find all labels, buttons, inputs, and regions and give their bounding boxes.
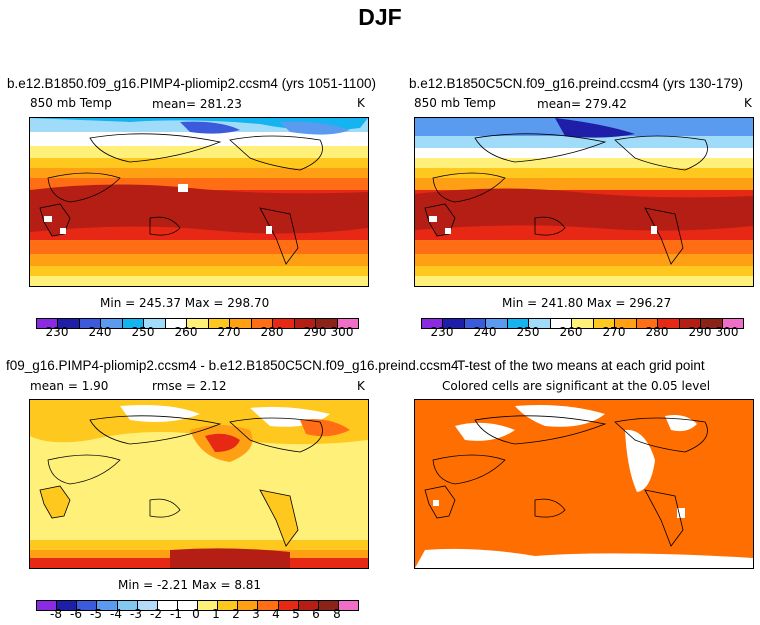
- map-bottom-left: [29, 399, 369, 569]
- panel-title-top-right: b.e12.B1850C5CN.f09_g16.preind.ccsm4 (yr…: [409, 76, 743, 91]
- colorbar-tick: 8: [333, 607, 341, 621]
- colorbar-tick: 6: [312, 607, 320, 621]
- mean-label-top-right: mean= 279.42: [537, 97, 627, 111]
- colorbar-tick: -4: [110, 607, 122, 621]
- variable-label-top-right: 850 mb Temp: [414, 96, 496, 110]
- colorbar-tick: -6: [70, 607, 82, 621]
- colorbar-tick: -3: [130, 607, 142, 621]
- colorbar-tick: 270: [217, 325, 241, 339]
- colorbar-tick: -8: [50, 607, 62, 621]
- panel-title-top-left: b.e12.B1850.f09_g16.PIMP4-pliomip2.ccsm4…: [7, 76, 376, 91]
- colorbar-tick: 5: [292, 607, 300, 621]
- rmse-label-bottom-left: rmse = 2.12: [152, 379, 227, 393]
- colorbar-tick: 3: [252, 607, 260, 621]
- units-label-bottom-left: K: [357, 379, 365, 393]
- colorbar-tick: 1: [212, 607, 220, 621]
- colorbar-tick: 300: [715, 325, 739, 339]
- colorbar-tick: 290: [303, 325, 327, 339]
- panel-subtitle-bottom-right: Colored cells are significant at the 0.0…: [442, 379, 711, 393]
- minmax-label-top-left: Min = 245.37 Max = 298.70: [100, 296, 270, 310]
- colorbar-tick: 280: [645, 325, 669, 339]
- colorbar-tick: -2: [150, 607, 162, 621]
- panel-title-bottom-right: T-test of the two means at each grid poi…: [457, 358, 705, 373]
- difference-field-bottom-left: [30, 400, 368, 568]
- colorbar-tick: 4: [272, 607, 280, 621]
- colorbar-ticks-bottom-left: -8 -6 -5 -4 -3 -2 -1 0 1 2 3 4 5 6 8: [36, 607, 357, 623]
- temperature-field-top-right: [415, 118, 753, 286]
- colorbar-tick: 270: [602, 325, 626, 339]
- variable-label-top-left: 850 mb Temp: [30, 96, 112, 110]
- mean-label-top-left: mean= 281.23: [152, 97, 242, 111]
- map-bottom-right: [414, 399, 754, 569]
- colorbar-tick: -5: [90, 607, 102, 621]
- colorbar-tick: 290: [688, 325, 712, 339]
- colorbar-tick: 250: [131, 325, 155, 339]
- colorbar-top-right: [421, 318, 744, 329]
- colorbar-tick: 240: [88, 325, 112, 339]
- colorbar-tick: 280: [260, 325, 284, 339]
- colorbar-ticks-top-left: 230 240 250 260 270 280 290 300: [36, 325, 357, 341]
- colorbar-tick: 260: [174, 325, 198, 339]
- panel-title-bottom-left: f09_g16.PIMP4-pliomip2.ccsm4 - b.e12.B18…: [6, 358, 459, 373]
- colorbar-tick: 2: [232, 607, 240, 621]
- minmax-label-bottom-left: Min = -2.21 Max = 8.81: [118, 578, 262, 592]
- map-top-left: [29, 117, 369, 287]
- mean-label-bottom-left: mean = 1.90: [30, 379, 109, 393]
- colorbar-tick: 0: [192, 607, 200, 621]
- units-label-top-right: K: [744, 96, 752, 110]
- units-label-top-left: K: [357, 96, 365, 110]
- colorbar-top-left: [36, 318, 359, 329]
- colorbar-bottom-left: [36, 600, 359, 611]
- minmax-label-top-right: Min = 241.80 Max = 296.27: [502, 296, 672, 310]
- colorbar-tick: 300: [330, 325, 354, 339]
- significance-field-bottom-right: [415, 400, 753, 568]
- temperature-field-top-left: [30, 118, 368, 286]
- colorbar-tick: 250: [516, 325, 540, 339]
- colorbar-tick: 260: [559, 325, 583, 339]
- colorbar-tick: -1: [170, 607, 182, 621]
- colorbar-ticks-top-right: 230 240 250 260 270 280 290 300: [421, 325, 742, 341]
- page-title: DJF: [358, 4, 402, 30]
- colorbar-tick: 230: [45, 325, 69, 339]
- map-top-right: [414, 117, 754, 287]
- colorbar-tick: 240: [473, 325, 497, 339]
- colorbar-tick: 230: [430, 325, 454, 339]
